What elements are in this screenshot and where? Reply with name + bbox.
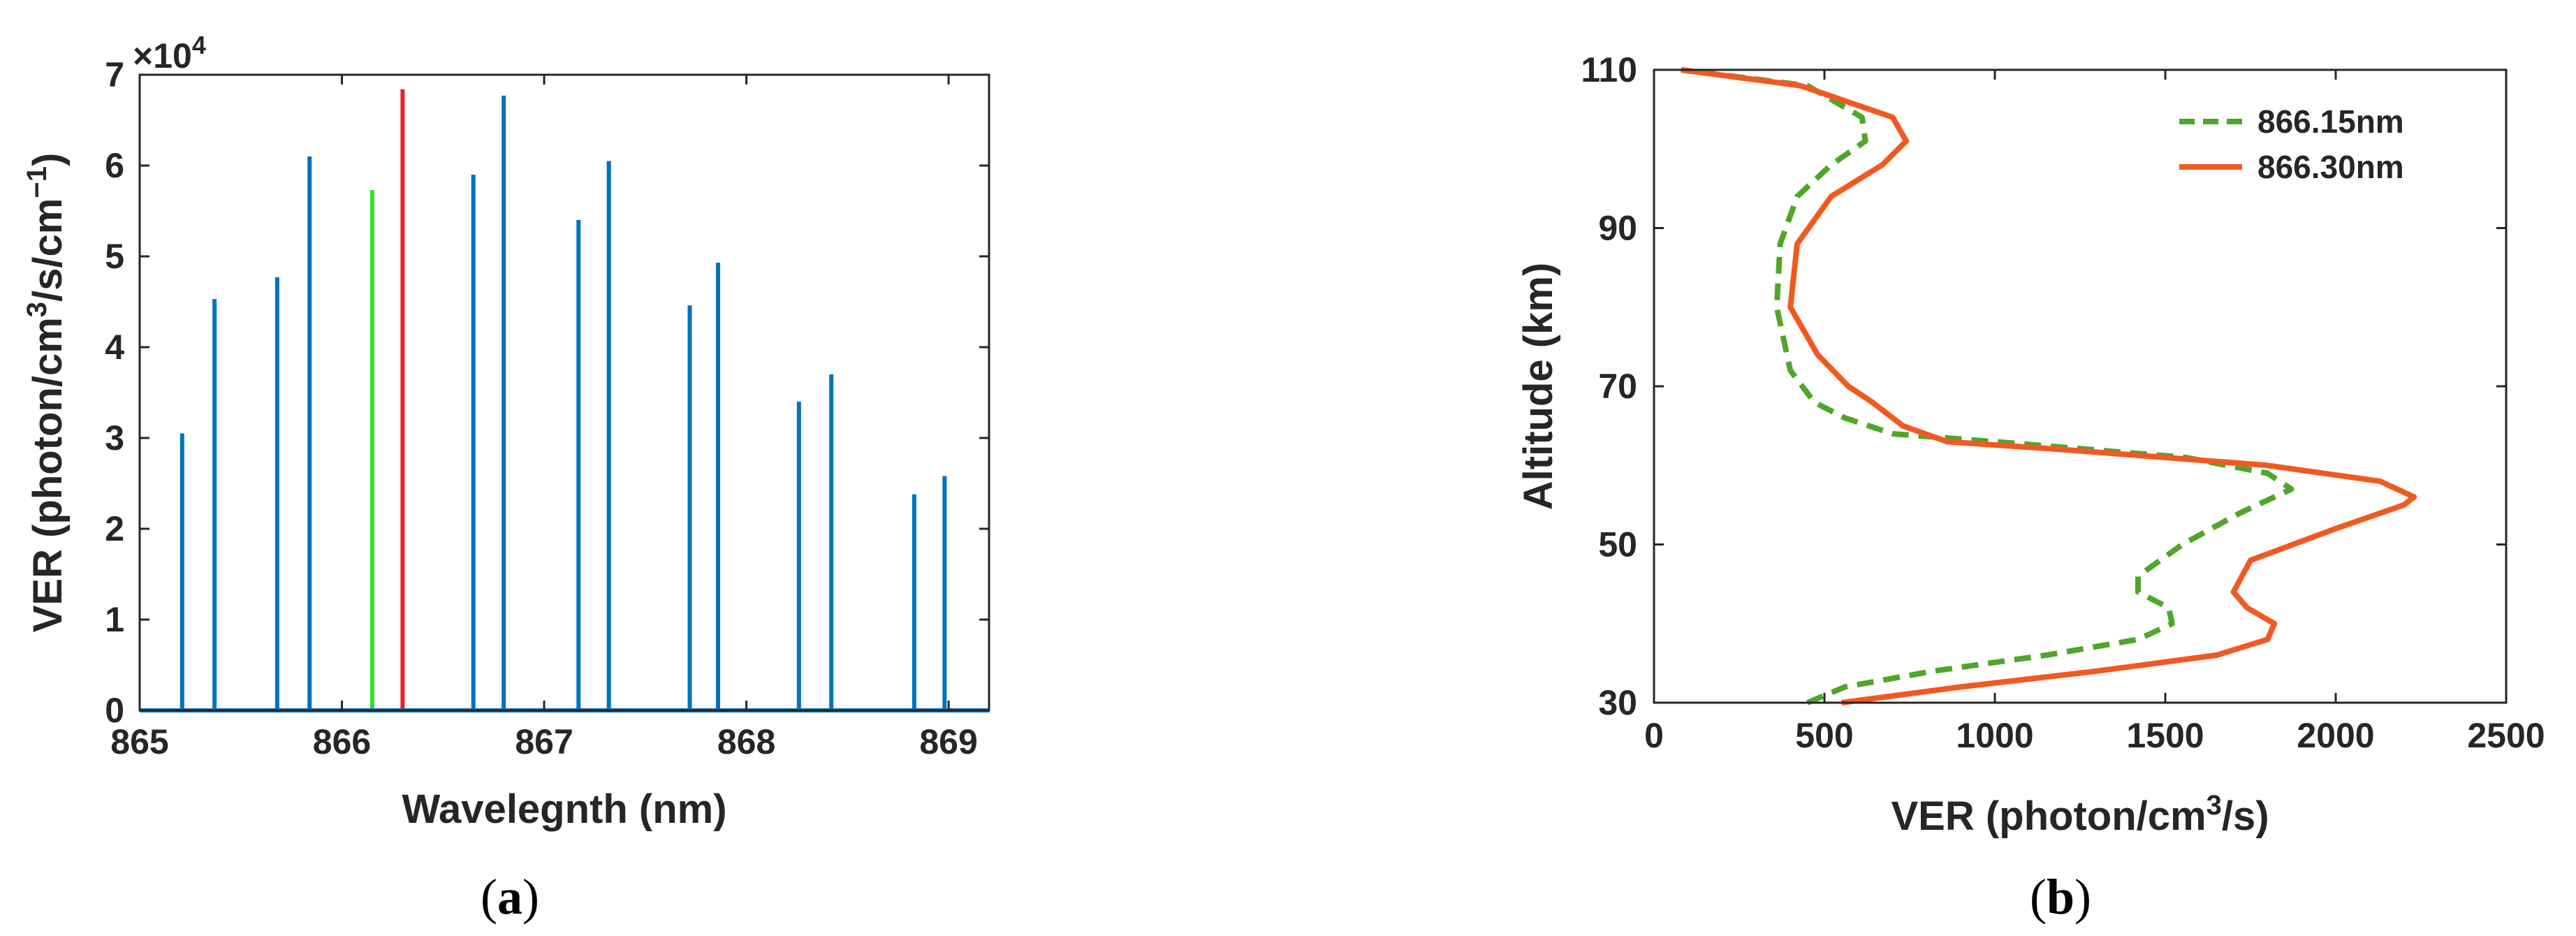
panel-b-y-tick-label: 70 <box>1598 367 1637 406</box>
panel-a-y-tick-label: 2 <box>105 509 124 548</box>
panel-b-y-tick-label: 90 <box>1598 209 1637 248</box>
profile-line-866-30nm <box>1681 67 2417 705</box>
panel-a-y-tick-label: 4 <box>105 328 124 367</box>
legend-label-866-30: 866.30nm <box>2257 149 2404 185</box>
panel-b-x-tick-label: 1000 <box>1956 716 2033 755</box>
panel-a-y-axis-label: VER (photon/cm3/s/cm−1) <box>22 153 71 633</box>
panel-a-x-axis-label: Wavelegnth (nm) <box>402 787 726 832</box>
panel-b-y-axis-label: Altitude (km) <box>1516 263 1561 510</box>
panel-b-y-tick-label: 110 <box>1581 50 1637 89</box>
panel-a-x-tick-label: 865 <box>110 722 168 761</box>
panel-b-x-tick-label: 2000 <box>2297 716 2374 755</box>
legend-label-866-15: 866.15nm <box>2257 103 2404 140</box>
legend: 866.15nm 866.30nm <box>2179 103 2404 185</box>
panel-a-x-tick-label: 869 <box>919 722 977 761</box>
panel-b-y-tick-label: 50 <box>1598 525 1637 564</box>
panel-a-y-tick-label: 5 <box>105 237 124 276</box>
panel-b-y-tick-label: 30 <box>1598 683 1637 722</box>
panel-a-exponent-label: ×104 <box>133 31 206 75</box>
panel-b-caption: (b) <box>2030 869 2091 925</box>
spectral-line-group <box>140 89 989 712</box>
panel-b-x-tick-label: 500 <box>1795 716 1853 755</box>
panel-a-y-tick-label: 0 <box>105 691 124 730</box>
panel-a-x-ticks: 865 866 867 868 869 <box>110 75 978 761</box>
panel-b-x-ticks: 0 500 1000 1500 2000 2500 <box>1644 70 2545 755</box>
panel-b-y-ticks: 30 50 70 90 110 <box>1581 50 2506 722</box>
panel-a-x-tick-label: 866 <box>313 722 371 761</box>
panel-a-y-ticks: 0 1 2 3 4 5 6 7 <box>105 55 989 730</box>
panel-a-x-tick-label: 867 <box>515 722 573 761</box>
panel-a-caption: (a) <box>481 869 539 925</box>
profile-series-group <box>1681 67 2417 705</box>
panel-a-x-tick-label: 868 <box>717 722 775 761</box>
panel-b-x-tick-label: 2500 <box>2467 716 2545 755</box>
panel-b-x-axis-label: VER (photon/cm3/s) <box>1891 790 2269 839</box>
panel-a-y-tick-label: 3 <box>105 418 124 458</box>
panel-a-axes-box <box>138 73 990 712</box>
panel-b-profile-chart: 0 500 1000 1500 2000 2500 30 50 70 90 110 866.15n… <box>1516 50 2545 925</box>
panel-a-spectrum-chart: 865 866 867 868 869 0 1 2 3 4 5 6 7 ×104 Wavelegnth… <box>22 31 990 925</box>
panel-b-x-tick-label: 0 <box>1644 716 1664 755</box>
panel-b-x-tick-label: 1500 <box>2126 716 2204 755</box>
panel-a-y-tick-label: 1 <box>105 600 124 639</box>
panel-a-y-tick-label: 7 <box>105 55 124 94</box>
panel-a-y-tick-label: 6 <box>105 146 124 185</box>
